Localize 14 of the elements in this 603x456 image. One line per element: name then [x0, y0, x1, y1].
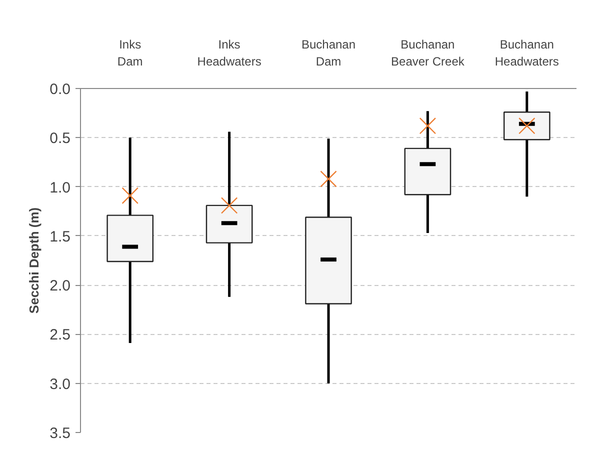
- x-tick-label: Inks Headwaters: [197, 38, 262, 68]
- y-tick-label: 0.5: [50, 130, 71, 148]
- x-tick-label: Inks Dam: [117, 38, 143, 68]
- x-tick-label: Buchanan Beaver Creek: [391, 38, 466, 68]
- y-tick-label: 2.0: [50, 278, 71, 295]
- y-tick-label: 1.5: [50, 228, 71, 246]
- x-tick-label: Buchanan Headwaters: [494, 38, 559, 68]
- y-tick-label: 0.0: [50, 81, 71, 98]
- x-tick-label: Buchanan Dam: [301, 38, 356, 68]
- y-tick-label: 3.5: [50, 425, 71, 442]
- y-tick-label: 2.5: [50, 326, 71, 344]
- y-tick-label: 3.0: [50, 376, 71, 393]
- y-axis-title: Secchi Depth (m): [26, 207, 42, 314]
- y-tick-label: 1.0: [50, 179, 71, 196]
